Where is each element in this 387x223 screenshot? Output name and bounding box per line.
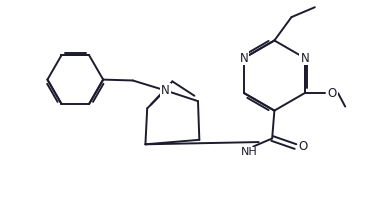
Text: O: O [327, 87, 337, 100]
Text: N: N [240, 52, 248, 64]
Text: O: O [298, 140, 308, 153]
Text: N: N [161, 84, 170, 97]
Text: N: N [300, 52, 309, 64]
Text: NH: NH [240, 147, 257, 157]
